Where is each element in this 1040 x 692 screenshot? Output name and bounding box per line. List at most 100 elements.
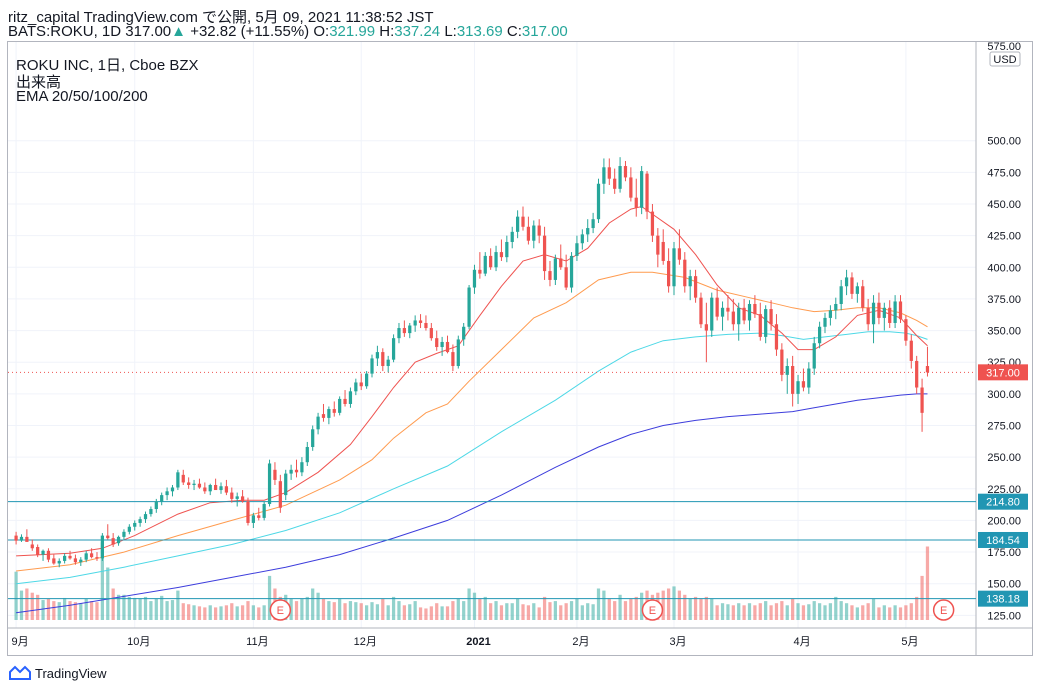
volume-bar <box>224 605 229 620</box>
candle-body <box>812 343 816 369</box>
volume-bar <box>305 596 309 620</box>
candle-body <box>844 277 849 287</box>
candle-body <box>526 226 531 241</box>
candle-body <box>343 398 347 404</box>
candle-body <box>699 297 703 325</box>
volume-bar <box>370 602 374 620</box>
volume-bar <box>386 605 390 620</box>
volume-bar <box>559 605 563 620</box>
candle-body <box>445 341 450 353</box>
candle-body <box>796 381 800 394</box>
volume-bar <box>311 588 315 620</box>
ema100-line <box>16 331 928 585</box>
volume-bar <box>483 596 487 620</box>
candle-body <box>203 487 207 492</box>
volume-bar <box>257 607 261 620</box>
candle-body <box>273 469 277 480</box>
volume-bar <box>569 601 574 620</box>
volume-bar <box>133 597 137 620</box>
candle-body <box>149 509 153 515</box>
volume-bar <box>230 603 234 620</box>
volume-bar <box>359 603 363 620</box>
tradingview-brand[interactable]: TradingView <box>9 664 107 682</box>
candle-body <box>634 197 638 208</box>
ema200-line <box>16 393 928 614</box>
volume-bar <box>774 603 779 620</box>
high-value: 337.24 <box>394 23 441 40</box>
candle-body <box>240 496 245 502</box>
volume-bar <box>553 601 557 620</box>
volume-bar <box>332 602 336 620</box>
candle-body <box>122 531 126 537</box>
volume-bar <box>424 608 428 620</box>
chart-panel[interactable] <box>7 41 1033 656</box>
candle-body <box>316 416 320 430</box>
volume-bar <box>737 603 741 620</box>
legend-symbol[interactable]: ROKU INC, 1日, Cboe BZX <box>16 57 199 74</box>
candle-body <box>850 277 854 294</box>
candle-body <box>866 307 870 325</box>
volume-bar <box>418 607 423 620</box>
candle-body <box>375 352 380 359</box>
volume-bar <box>122 594 126 620</box>
legend-ema[interactable]: EMA 20/50/100/200 <box>16 88 148 105</box>
x-tick-label: 12月 <box>354 636 377 648</box>
volume-bar <box>429 606 433 620</box>
candle-body <box>381 352 385 367</box>
y-tick-label: 575.00 <box>987 41 1021 53</box>
volume-bar <box>240 605 245 620</box>
volume-bar <box>267 575 272 620</box>
volume-bar <box>30 592 34 620</box>
candle-body <box>138 519 142 523</box>
candle-body <box>391 338 396 360</box>
open-value: 321.99 <box>329 23 376 40</box>
volume-bar <box>866 603 870 620</box>
candle-body <box>650 211 655 236</box>
volume-bar <box>877 607 881 620</box>
volume-bar <box>187 604 191 620</box>
candle-body <box>365 373 369 387</box>
candle-body <box>187 482 191 485</box>
candle-body <box>548 271 552 280</box>
low-label: L: <box>444 23 457 40</box>
volume-bar <box>160 595 164 620</box>
volume-bar <box>785 605 789 620</box>
volume-bar <box>327 601 331 620</box>
volume-bar <box>726 604 730 620</box>
candle-body <box>278 481 282 508</box>
volume-bar <box>855 607 859 620</box>
unit-box <box>989 51 1021 67</box>
candle-body <box>774 324 779 350</box>
candle-body <box>192 483 196 485</box>
candle-body <box>413 320 417 326</box>
legend-volume[interactable]: 出来高 <box>16 74 62 91</box>
volume-bar <box>440 606 444 620</box>
candle-body <box>305 447 309 463</box>
volume-bar <box>19 590 24 620</box>
volume-bar <box>365 605 369 620</box>
volume-bar <box>882 605 886 620</box>
candle-body <box>321 414 326 418</box>
volume-bar <box>84 599 88 620</box>
candle-body <box>764 309 768 337</box>
candle-body <box>559 258 563 268</box>
volume-bar <box>915 596 919 620</box>
volume-bar <box>904 605 908 620</box>
candle-body <box>68 555 72 559</box>
volume-bar <box>73 602 78 620</box>
high-label: H: <box>379 23 395 40</box>
candle-body <box>89 553 94 558</box>
candle-body <box>666 260 671 287</box>
candle-body <box>19 536 24 541</box>
volume-bar <box>710 599 714 620</box>
volume-bar <box>753 605 757 620</box>
candle-body <box>440 341 444 348</box>
candle-body <box>489 255 493 268</box>
volume-bar <box>197 606 202 620</box>
volume-bar <box>909 603 913 620</box>
candle-body <box>677 248 682 260</box>
volume-bar <box>634 596 638 620</box>
volume-bar <box>688 599 692 620</box>
volume-bar <box>844 603 849 620</box>
